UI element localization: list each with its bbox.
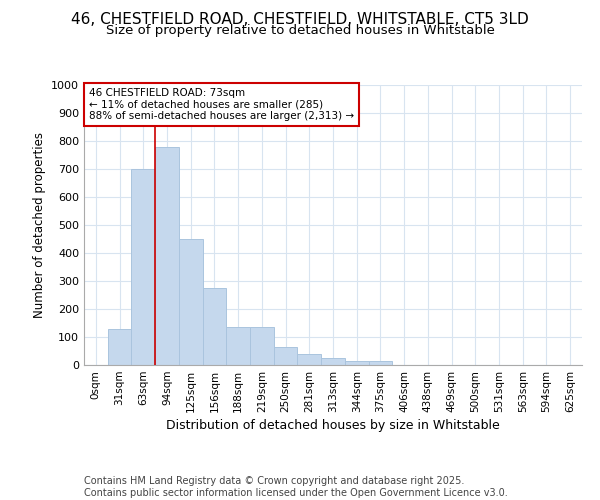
Bar — [203, 288, 226, 365]
Bar — [345, 361, 368, 365]
Bar — [368, 361, 392, 365]
Bar — [131, 169, 155, 365]
Bar — [108, 328, 131, 365]
Bar — [298, 354, 321, 365]
Bar — [155, 146, 179, 365]
Bar — [226, 327, 250, 365]
Bar — [274, 347, 298, 365]
Bar — [321, 358, 345, 365]
X-axis label: Distribution of detached houses by size in Whitstable: Distribution of detached houses by size … — [166, 419, 500, 432]
Y-axis label: Number of detached properties: Number of detached properties — [32, 132, 46, 318]
Text: 46 CHESTFIELD ROAD: 73sqm
← 11% of detached houses are smaller (285)
88% of semi: 46 CHESTFIELD ROAD: 73sqm ← 11% of detac… — [89, 88, 354, 121]
Text: Contains HM Land Registry data © Crown copyright and database right 2025.
Contai: Contains HM Land Registry data © Crown c… — [84, 476, 508, 498]
Text: 46, CHESTFIELD ROAD, CHESTFIELD, WHITSTABLE, CT5 3LD: 46, CHESTFIELD ROAD, CHESTFIELD, WHITSTA… — [71, 12, 529, 28]
Bar — [250, 327, 274, 365]
Bar — [179, 239, 203, 365]
Text: Size of property relative to detached houses in Whitstable: Size of property relative to detached ho… — [106, 24, 494, 37]
